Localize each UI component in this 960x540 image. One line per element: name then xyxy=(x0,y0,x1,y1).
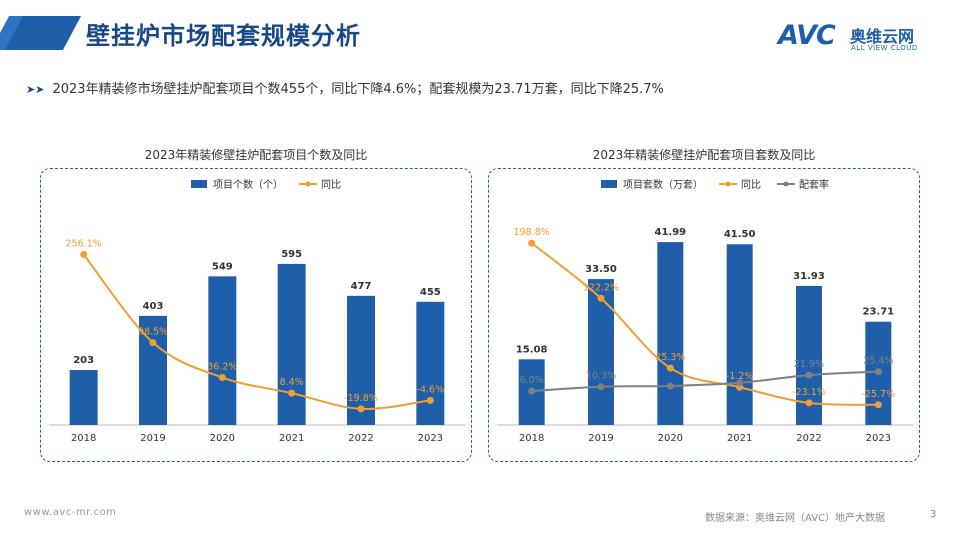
chart2-point-0-2018 xyxy=(528,239,536,247)
chart2-point-label-0-2021: -1.2% xyxy=(726,371,754,382)
page-number: 3 xyxy=(930,509,937,520)
chart2-point-label-0-2020: 25.3% xyxy=(655,352,685,363)
summary-text: 2023年精装修市场壁挂炉配套项目个数455个，同比下降4.6%；配套规模为23… xyxy=(52,82,664,97)
chart2-point-0-2019 xyxy=(597,294,605,302)
chart1-point-0-2018 xyxy=(80,250,88,258)
chart1-bar-label-2021: 595 xyxy=(281,249,302,260)
chart1-legend-swatch-0 xyxy=(191,180,207,188)
chart2-legend-marker-1 xyxy=(725,181,731,187)
chart1-point-0-2019 xyxy=(149,339,157,347)
chart2-tick-2018: 2018 xyxy=(519,433,544,444)
chart2-tick-2019: 2019 xyxy=(588,433,613,444)
chart1-point-0-2021 xyxy=(288,389,296,397)
chart1-bar-label-2019: 403 xyxy=(143,301,164,312)
chart1-legend-label-1: 同比 xyxy=(321,179,341,191)
chart2-legend-label-1: 同比 xyxy=(741,179,761,191)
logo-en-text: ALL VIEW CLOUD xyxy=(851,44,918,52)
footer-source: 数据来源：奥维云网（AVC）地产大数据 xyxy=(705,513,886,524)
chart1-bar-label-2023: 455 xyxy=(420,287,441,298)
page-title: 壁挂炉市场配套规模分析 xyxy=(86,22,361,50)
chart1-svg: 项目个数（个） 同比 203 403 549 595 477 455 256.1% 98.5% 36… xyxy=(49,178,465,444)
chart2-point-label-0-2023: -25.7% xyxy=(862,389,896,400)
chart1-tick-2020: 2020 xyxy=(210,433,235,444)
chart2-legend-label-2: 配套率 xyxy=(799,178,829,191)
chart1-title: 2023年精装修壁挂炉配套项目个数及同比 xyxy=(144,148,368,162)
chart2-line-0 xyxy=(531,242,879,406)
chart2-bar-label-2021: 41.50 xyxy=(724,229,756,240)
chart1-bar-2018 xyxy=(69,370,98,425)
chart1-tick-2023: 2023 xyxy=(418,433,443,444)
chart1-bar-2022 xyxy=(347,295,375,425)
chart1-point-0-2023 xyxy=(426,396,434,404)
chart1-point-label-0-2018: 256.1% xyxy=(66,238,102,249)
chart2-point-label-1-2023: 25.4% xyxy=(863,356,893,367)
chart2-point-1-2019 xyxy=(597,383,605,391)
chart2-point-label-1-2018: 6.0% xyxy=(520,375,544,386)
chart1-panel: 项目个数（个） 同比 203 403 549 595 477 455 256.1% 98.5% 36… xyxy=(40,168,472,462)
chart2-point-1-2018 xyxy=(528,387,536,395)
chart2-bar-2020 xyxy=(657,242,684,425)
chart2-legend-swatch-0 xyxy=(601,180,617,188)
chart2-bar-label-2019: 33.50 xyxy=(585,264,617,275)
chart1-point-label-0-2023: -4.6% xyxy=(417,384,445,395)
chart2-bar-label-2022: 31.93 xyxy=(793,271,825,282)
chart2-panel: 项目套数（万套） 同比 配套率 15.08 33.50 41.99 41.50 31.93 23… xyxy=(488,168,920,462)
chart1-tick-2018: 2018 xyxy=(71,433,96,444)
chart1-bar-label-2022: 477 xyxy=(351,281,372,292)
chart2-point-1-2020 xyxy=(666,382,674,390)
chart2-bar-label-2023: 23.71 xyxy=(863,307,895,318)
chart1-bar-2021 xyxy=(277,263,306,425)
chart1-bar-2020 xyxy=(208,276,237,425)
chart1-point-0-2020 xyxy=(218,374,226,382)
avc-logo: AVC 奥维云网 ALL VIEW CLOUD xyxy=(778,20,938,56)
chart2-bar-2021 xyxy=(726,244,753,425)
chart2-tick-2020: 2020 xyxy=(658,433,683,444)
summary-line: ➤➤ 2023年精装修市场壁挂炉配套项目个数455个，同比下降4.6%；配套规模为… xyxy=(26,78,664,97)
chart2-point-1-2023 xyxy=(874,368,882,376)
chart2-line-1 xyxy=(531,370,879,392)
chart1-bar-2023 xyxy=(416,301,445,425)
chart1-point-label-0-2022: -19.8% xyxy=(344,393,378,404)
chart2-point-1-2022 xyxy=(805,371,813,379)
chart1-point-label-0-2019: 98.5% xyxy=(138,327,168,338)
chart2-tick-2023: 2023 xyxy=(866,433,891,444)
chart1-point-label-0-2020: 36.2% xyxy=(207,362,237,373)
chart2-bar-label-2018: 15.08 xyxy=(516,344,548,355)
chart1-bar-label-2020: 549 xyxy=(212,261,233,272)
chart2-point-1-2021 xyxy=(736,379,744,387)
chart1-tick-2019: 2019 xyxy=(140,433,165,444)
chart1-tick-2021: 2021 xyxy=(279,433,304,444)
chart2-point-label-0-2022: -23.1% xyxy=(792,387,826,398)
chart1-legend-marker-1 xyxy=(305,181,311,187)
chart2-svg: 项目套数（万套） 同比 配套率 15.08 33.50 41.99 41.50 31.93 23… xyxy=(497,178,913,444)
chart2-point-0-2020 xyxy=(666,364,674,372)
logo-cn-text: 奥维云网 xyxy=(850,27,915,46)
chart2-legend-label-0: 项目套数（万套） xyxy=(623,178,703,191)
chart2-point-label-1-2019: 10.3% xyxy=(586,371,616,382)
chart1-bar-label-2018: 203 xyxy=(73,355,94,366)
chart1-legend-label-0: 项目个数（个） xyxy=(213,178,283,191)
chart2-point-0-2023 xyxy=(874,401,882,409)
chart2-tick-2021: 2021 xyxy=(727,433,752,444)
double-arrow-icon: ➤➤ xyxy=(26,83,45,96)
chart2-point-label-0-2019: 122.2% xyxy=(583,282,619,293)
chart2-point-0-2022 xyxy=(805,399,813,407)
chart2-bar-label-2020: 41.99 xyxy=(655,227,687,238)
chart1-line-0 xyxy=(82,253,431,410)
chart2-tick-2022: 2022 xyxy=(796,433,821,444)
chart1-tick-2022: 2022 xyxy=(348,433,373,444)
footer-website: www.avc-mr.com xyxy=(24,507,117,518)
chart2-point-label-1-2022: 21.9% xyxy=(794,359,824,370)
chart2-bar-2019 xyxy=(588,279,614,425)
chart2-legend-marker-2 xyxy=(783,181,789,187)
chart2-title: 2023年精装修壁挂炉配套项目套数及同比 xyxy=(592,148,816,162)
chart1-point-label-0-2021: 8.4% xyxy=(280,377,304,388)
chart2-point-label-0-2018: 198.8% xyxy=(514,227,550,238)
logo-avc-text: AVC xyxy=(778,20,836,51)
chart1-point-0-2022 xyxy=(357,405,365,413)
